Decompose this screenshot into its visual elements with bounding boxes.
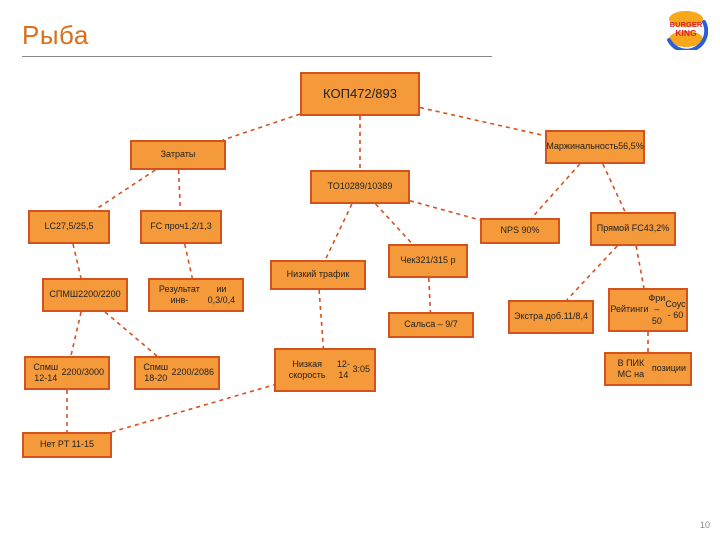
page-title: Рыба — [22, 20, 89, 51]
node-margin: Маржинальность56,5% — [545, 130, 645, 164]
node-pikmc: В ПИК МС напозиции — [604, 352, 692, 386]
node-lc: LC27,5/25,5 — [28, 210, 110, 244]
node-spmsh1: СПМШ2200/2200 — [42, 278, 128, 312]
node-fcproch: FC проч1,2/1,3 — [140, 210, 222, 244]
svg-text:KING: KING — [675, 28, 697, 38]
node-zatraty: Затраты — [130, 140, 226, 170]
page-number: 10 — [700, 520, 710, 530]
node-pryfc: Прямой FC43,2% — [590, 212, 676, 246]
node-extra: Экстра доб.11/8,4 — [508, 300, 594, 334]
node-spmsh18: Спмш 18-202200/2086 — [134, 356, 220, 390]
node-ratings: РейтингиФри – 50Соус - 60 — [608, 288, 688, 332]
node-salsa: Сальса – 9/7 — [388, 312, 474, 338]
node-kop: КОП472/893 — [300, 72, 420, 116]
node-to: ТО10289/10389 — [310, 170, 410, 204]
node-lowtraf: Низкий трафик — [270, 260, 366, 290]
node-spmsh12: Спмш 12-142200/3000 — [24, 356, 110, 390]
node-lowspeed: Низкая скорость12-143:05 — [274, 348, 376, 392]
node-nps: NPS 90% — [480, 218, 560, 244]
node-nopt: Нет PT 11-15 — [22, 432, 112, 458]
node-chek: Чек321/315 р — [388, 244, 468, 278]
brand-logo: BURGERKING — [664, 6, 708, 50]
node-resinv: Результат инв-ии 0,3/0,4 — [148, 278, 244, 312]
title-underline — [22, 56, 492, 57]
